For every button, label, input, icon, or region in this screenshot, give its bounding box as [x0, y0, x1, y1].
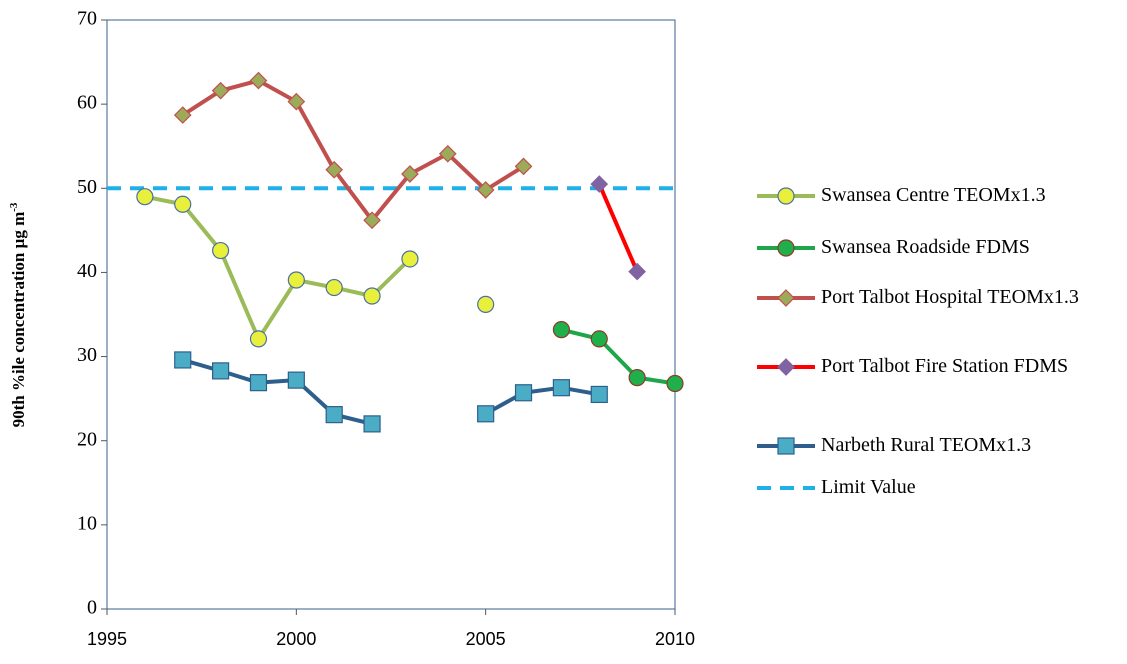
series-line: [597, 183, 639, 273]
marker: [552, 321, 571, 339]
marker: [590, 330, 608, 348]
series-line: [181, 78, 525, 223]
marker: [287, 371, 305, 389]
marker: [287, 271, 305, 289]
marker: [477, 405, 495, 423]
y-axis-label: 90th %ile concentration µg m-3: [8, 202, 28, 427]
marker: [287, 92, 306, 111]
marker: [777, 289, 795, 307]
y-tick-label: 20: [77, 428, 97, 450]
legend-label-box: Swansea Centre TEOMx1.3: [821, 184, 1046, 206]
marker: [212, 362, 230, 380]
marker: [136, 188, 154, 206]
legend-item: Swansea Centre TEOMx1.3: [757, 184, 1046, 206]
marker: [211, 81, 230, 100]
marker: [777, 437, 795, 455]
marker: [438, 144, 457, 163]
x-tick-label: 2005: [466, 629, 506, 649]
marker: [777, 187, 795, 205]
marker: [628, 369, 646, 387]
marker: [325, 406, 343, 424]
series-line: [182, 358, 600, 426]
legend-label: Swansea Roadside FDMS: [821, 236, 1030, 258]
marker: [666, 374, 684, 393]
marker: [174, 351, 192, 369]
marker: [590, 175, 609, 193]
marker: [212, 241, 230, 260]
legend-item: Port Talbot Hospital TEOMx1.3: [757, 286, 1079, 308]
marker: [325, 278, 343, 297]
marker: [249, 374, 268, 392]
x-tick-label: 2010: [655, 629, 695, 649]
legend-label: Narbeth Rural TEOMx1.3: [821, 434, 1032, 456]
marker: [552, 379, 571, 397]
y-tick-label: 10: [77, 512, 97, 534]
legend-label-box: Narbeth Rural TEOMx1.3: [821, 434, 1032, 456]
marker: [249, 71, 268, 90]
legend-label: Swansea Centre TEOMx1.3: [821, 184, 1046, 206]
marker: [514, 157, 533, 176]
legend-label: Port Talbot Hospital TEOMx1.3: [821, 286, 1079, 308]
legend-label-box: Port Talbot Hospital TEOMx1.3: [821, 286, 1079, 308]
y-tick-label: 30: [77, 344, 97, 366]
marker: [173, 106, 192, 124]
marker: [325, 160, 344, 179]
marker: [249, 330, 268, 348]
marker: [777, 239, 795, 257]
marker: [628, 262, 646, 281]
legend-item: Swansea Roadside FDMS: [757, 236, 1030, 258]
marker: [777, 358, 795, 376]
marker: [363, 287, 381, 305]
legend-item: Port Talbot Fire Station FDMS: [757, 355, 1069, 377]
legend-item: Limit Value: [757, 476, 916, 498]
y-tick-label: 40: [77, 260, 97, 282]
marker: [401, 250, 419, 268]
legend-label-box: Port Talbot Fire Station FDMS: [821, 355, 1069, 377]
marker: [363, 211, 381, 230]
marker: [514, 384, 533, 402]
marker: [477, 295, 495, 314]
x-tick-label: 1995: [87, 629, 127, 649]
legend-item: Narbeth Rural TEOMx1.3: [757, 434, 1032, 456]
marker: [590, 385, 608, 404]
y-axis-label-superscript: -3: [8, 202, 20, 212]
legend-label: Port Talbot Fire Station FDMS: [821, 355, 1069, 377]
y-tick-label: 70: [77, 8, 97, 30]
marker: [174, 195, 192, 213]
x-tick-label: 2000: [276, 629, 316, 649]
marker: [363, 415, 381, 433]
series-line: [145, 197, 486, 339]
y-tick-label: 0: [87, 597, 97, 619]
y-axis-label-text: 90th %ile concentration µg m: [9, 212, 28, 428]
legend-label: Limit Value: [821, 476, 916, 498]
y-tick-label: 60: [77, 92, 97, 114]
legend-label-box: Limit Value: [821, 476, 916, 498]
plot-area: [106, 19, 676, 610]
y-tick-label: 50: [77, 176, 97, 198]
series-line: [560, 327, 676, 386]
legend-label-box: Swansea Roadside FDMS: [821, 236, 1030, 258]
marker: [476, 181, 495, 199]
marker: [401, 165, 419, 183]
